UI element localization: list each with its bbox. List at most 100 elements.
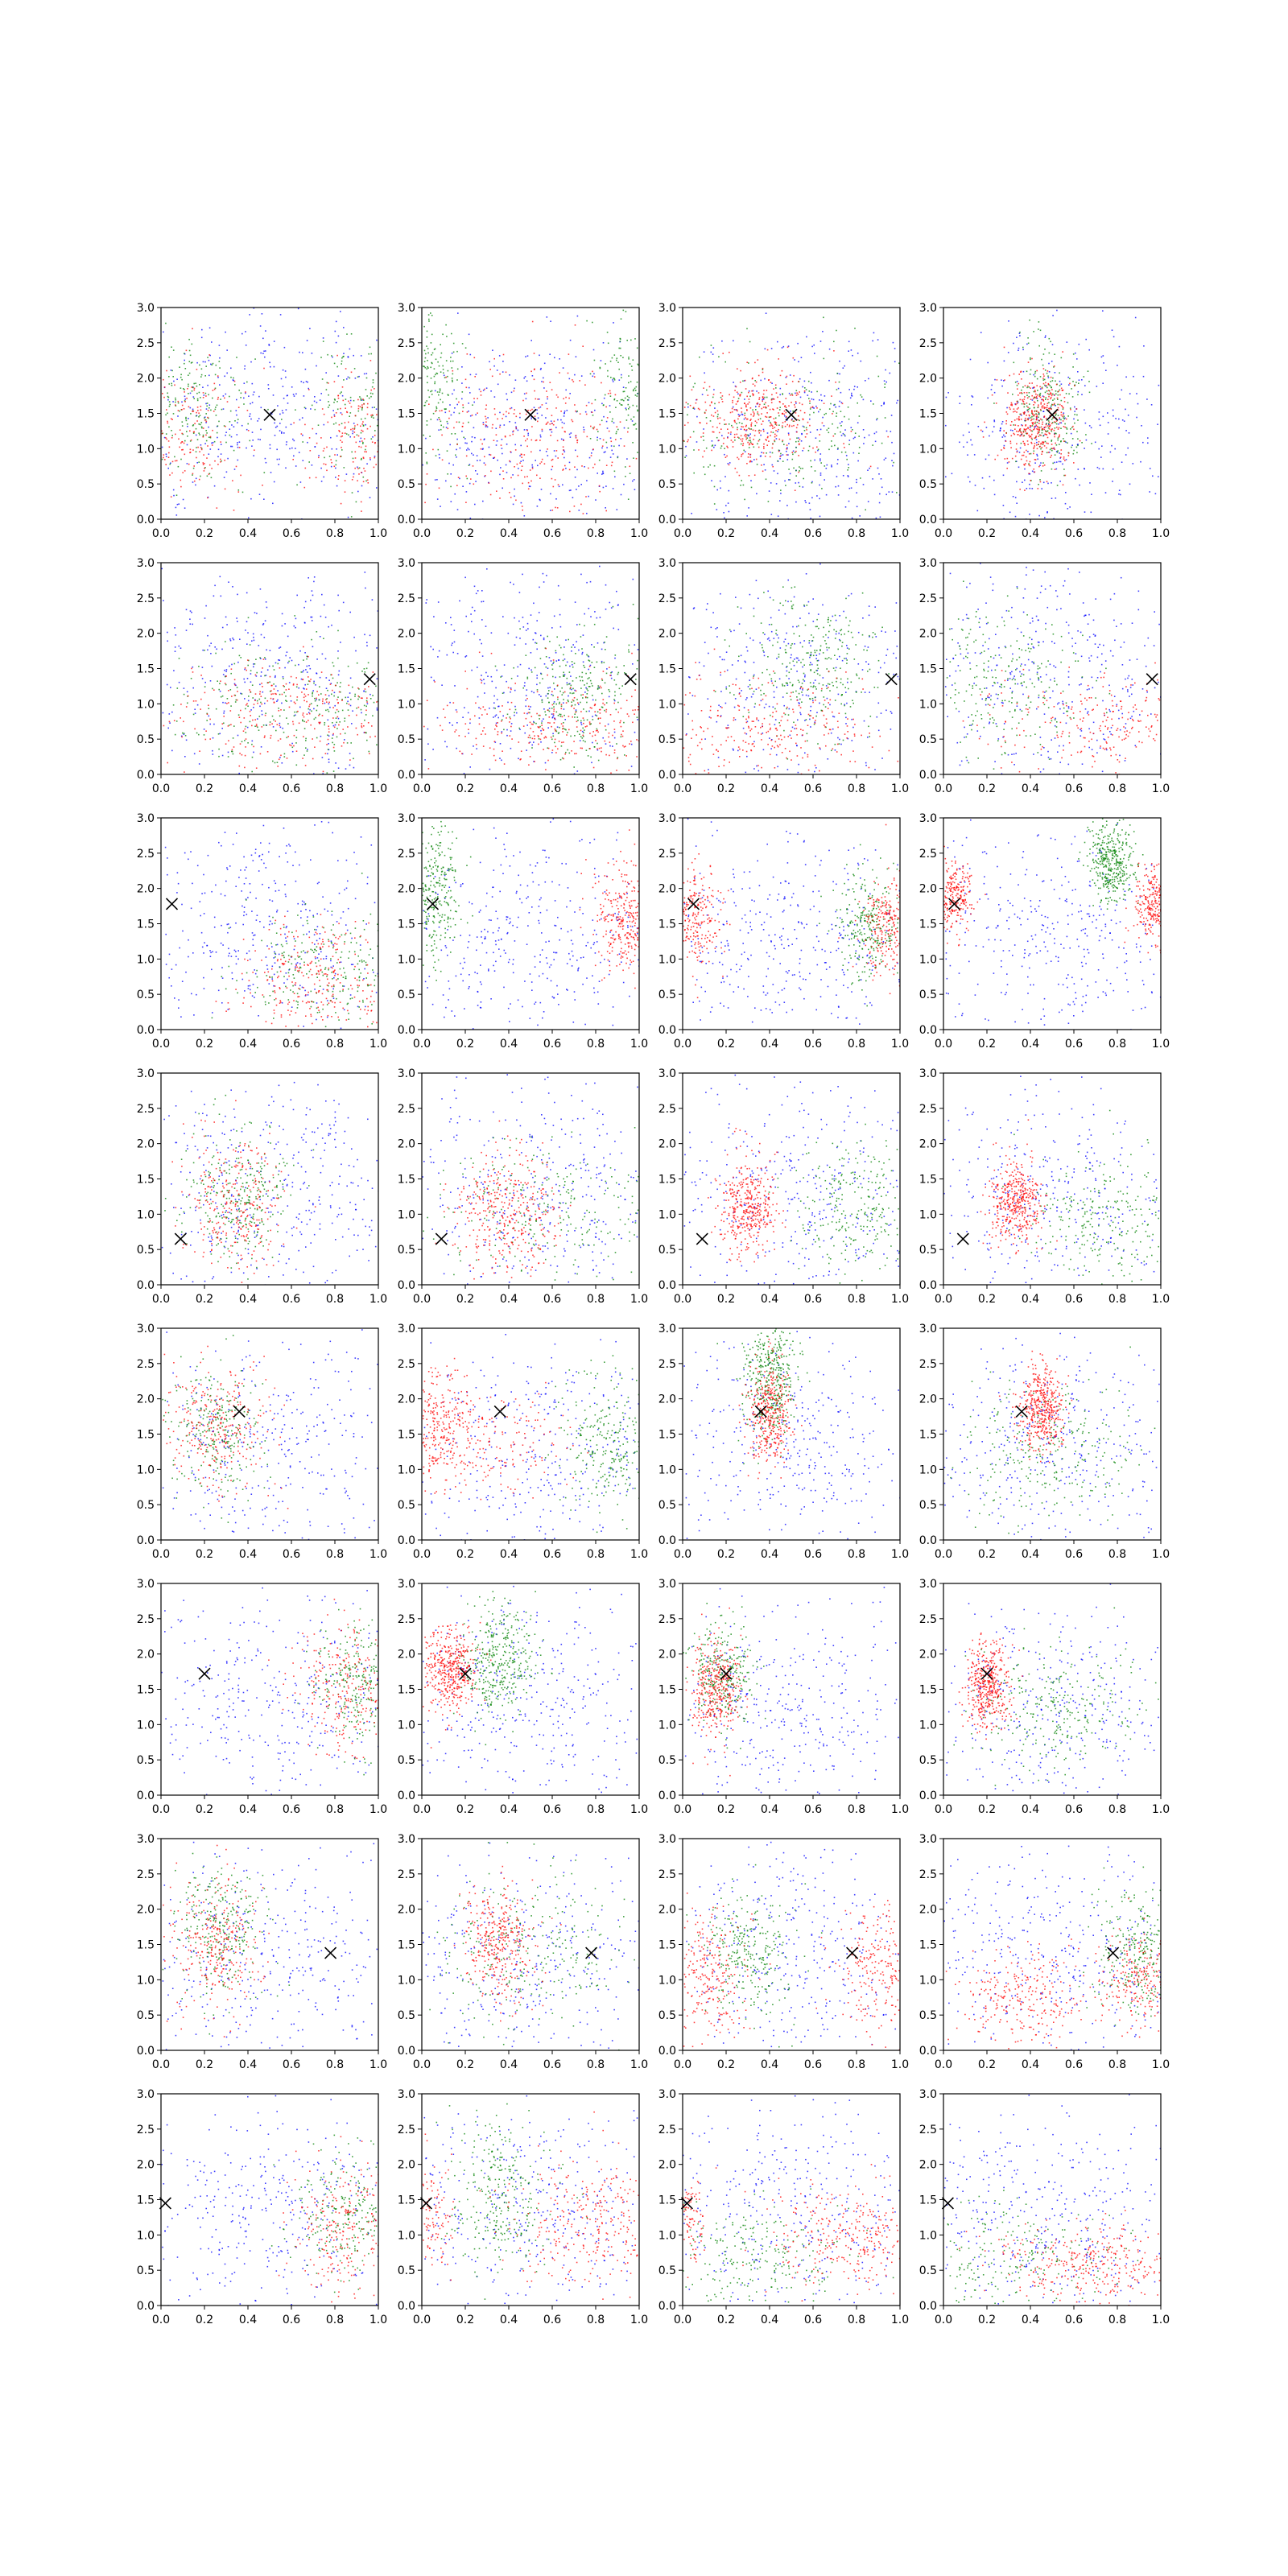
blue-point xyxy=(232,379,234,381)
blue-point xyxy=(237,661,239,663)
blue-point xyxy=(485,424,487,426)
blue-point xyxy=(540,696,542,697)
green-point xyxy=(1052,417,1054,419)
green-point xyxy=(209,436,212,439)
red-point xyxy=(338,475,340,477)
red-point xyxy=(1025,419,1027,421)
green-point xyxy=(603,404,605,406)
green-point xyxy=(1081,442,1083,444)
green-point xyxy=(757,413,759,415)
green-point xyxy=(259,657,261,658)
red-point xyxy=(1046,425,1049,427)
green-point xyxy=(858,415,861,417)
blue-point xyxy=(1125,408,1126,411)
blue-point xyxy=(376,487,378,489)
green-point xyxy=(820,462,822,464)
green-point xyxy=(693,449,695,451)
red-point xyxy=(304,423,306,426)
red-point xyxy=(374,442,376,444)
red-point xyxy=(1024,411,1026,413)
blue-point xyxy=(262,691,264,693)
blue-point xyxy=(263,637,266,638)
green-point xyxy=(807,449,810,452)
red-point xyxy=(1052,404,1054,406)
blue-point xyxy=(1000,427,1001,430)
blue-point xyxy=(525,356,526,357)
blue-point xyxy=(308,577,309,579)
blue-point xyxy=(452,651,454,654)
red-point xyxy=(719,423,720,424)
red-point xyxy=(362,430,364,432)
y-tick-label: 3.0 xyxy=(658,302,676,315)
blue-point xyxy=(520,460,522,462)
blue-point xyxy=(768,419,770,422)
red-point xyxy=(770,382,772,383)
blue-point xyxy=(246,447,247,449)
red-point xyxy=(426,473,428,475)
blue-point xyxy=(173,494,175,497)
red-point xyxy=(545,423,547,425)
red-point xyxy=(815,451,816,453)
green-point xyxy=(1026,394,1028,396)
red-point xyxy=(1060,453,1062,455)
blue-point xyxy=(211,665,213,667)
green-point xyxy=(188,374,189,376)
red-point xyxy=(510,477,512,479)
blue-point xyxy=(551,469,552,471)
blue-point xyxy=(739,415,741,416)
red-point xyxy=(493,408,496,410)
red-point xyxy=(319,723,320,724)
blue-point xyxy=(1054,372,1056,374)
blue-point xyxy=(433,679,435,682)
red-point xyxy=(1059,417,1060,419)
blue-point xyxy=(353,423,355,424)
green-point xyxy=(768,416,770,419)
red-point xyxy=(798,415,799,417)
blue-point xyxy=(332,356,333,358)
green-point xyxy=(817,448,819,451)
blue-point xyxy=(559,625,562,628)
blue-point xyxy=(888,491,890,493)
blue-point xyxy=(973,454,976,456)
green-point xyxy=(196,392,198,394)
red-point xyxy=(795,394,798,396)
blue-point xyxy=(266,669,269,671)
blue-point xyxy=(311,620,313,621)
green-point xyxy=(427,382,428,384)
blue-point xyxy=(1053,448,1055,450)
green-point xyxy=(359,396,361,398)
red-point xyxy=(308,705,310,708)
blue-point xyxy=(547,455,549,456)
blue-point xyxy=(744,398,745,400)
blue-point xyxy=(369,459,371,460)
red-point xyxy=(766,412,768,414)
blue-point xyxy=(302,352,303,353)
red-point xyxy=(367,402,369,405)
x-tick-label: 0.0 xyxy=(674,527,691,540)
red-point xyxy=(1038,444,1039,445)
blue-point xyxy=(320,481,323,482)
red-point xyxy=(772,427,774,429)
red-point xyxy=(748,475,750,477)
blue-point xyxy=(452,642,453,644)
red-point xyxy=(737,410,738,412)
blue-point xyxy=(1073,418,1075,420)
red-point xyxy=(796,423,799,426)
red-point xyxy=(712,431,714,433)
blue-point xyxy=(804,500,806,502)
blue-point xyxy=(453,411,455,414)
green-point xyxy=(362,476,365,478)
red-point xyxy=(196,369,198,370)
blue-point xyxy=(369,634,371,637)
blue-point xyxy=(237,446,239,448)
red-point xyxy=(1035,393,1037,395)
red-point xyxy=(365,451,367,453)
red-point xyxy=(1046,370,1049,372)
green-point xyxy=(1026,409,1029,411)
green-point xyxy=(171,346,172,348)
red-point xyxy=(605,464,608,466)
red-point xyxy=(529,469,531,471)
blue-point xyxy=(505,415,507,418)
green-point xyxy=(187,436,188,437)
blue-point xyxy=(292,438,294,440)
